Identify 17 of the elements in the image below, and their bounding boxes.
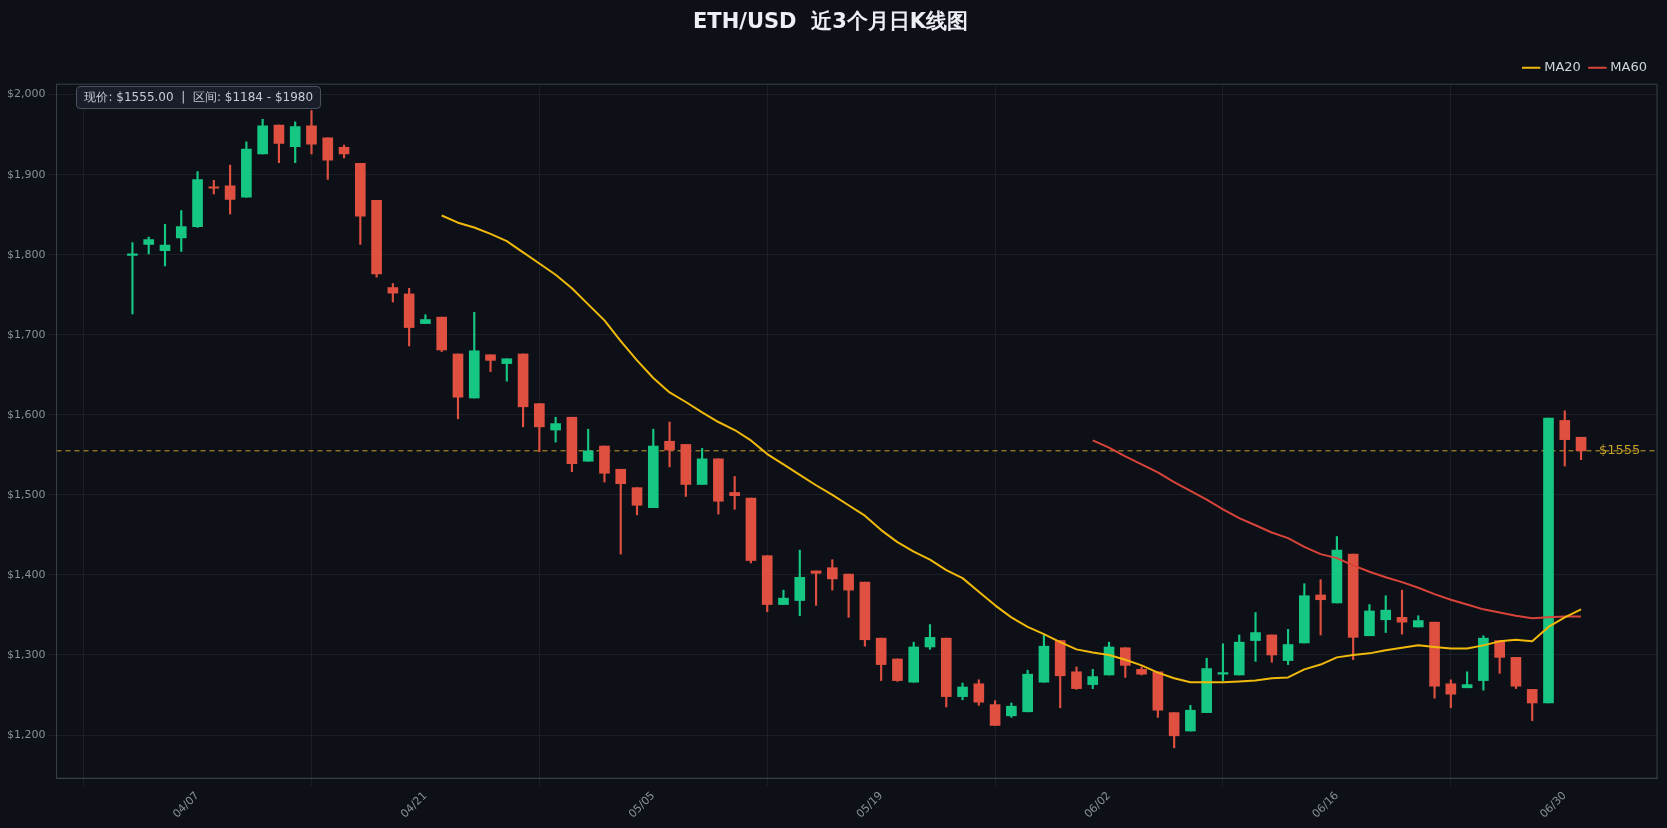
y-tick-label: $1,900 [6, 167, 46, 181]
annotation: 现价: $1555.00 | 区间: $1184 - $1980 [76, 86, 322, 110]
legend-label: MA20 [1544, 59, 1581, 75]
y-tick-label: $1,500 [6, 487, 46, 501]
y-tick-label: $1,800 [6, 247, 46, 261]
y-tick-label: $1,700 [6, 327, 46, 341]
y-tick-label: $1,300 [6, 647, 46, 661]
ref-line-label: $1555 [1599, 442, 1641, 458]
chart-title: ETH/USD 近3个月日K线图 [692, 9, 969, 34]
y-tick-label: $1,400 [6, 567, 46, 581]
y-tick-label: $2,000 [6, 87, 46, 101]
candlestick [664, 421, 675, 468]
y-tick-label: $1,200 [6, 727, 46, 741]
candlestick [127, 242, 138, 315]
candlestick [1250, 612, 1261, 662]
legend-label: MA60 [1610, 59, 1647, 75]
y-tick-label: $1,600 [6, 407, 46, 421]
